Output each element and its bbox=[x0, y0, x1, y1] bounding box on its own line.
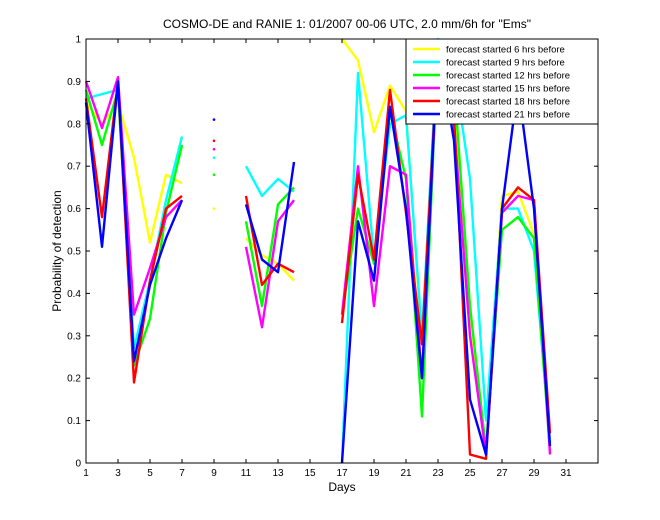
series-4-point bbox=[212, 147, 216, 151]
y-tick-label: 0.3 bbox=[67, 331, 81, 342]
x-tick-label: 5 bbox=[147, 468, 153, 479]
legend: forecast started 6 hrs before forecast st… bbox=[405, 38, 599, 125]
y-tick-label: 0.9 bbox=[67, 77, 81, 88]
legend-label: forecast started 12 hrs before bbox=[446, 71, 570, 82]
y-tick-label: 0 bbox=[75, 459, 81, 470]
y-tick-label: 0.4 bbox=[67, 289, 81, 300]
x-tick-label: 1 bbox=[83, 468, 89, 479]
x-ticks: 1 3 5 7 9 11 13 15 17 19 21 23 25 27 29 31 bbox=[83, 39, 572, 479]
legend-label: forecast started 9 hrs before bbox=[446, 58, 565, 69]
legend-label: forecast started 15 hrs before bbox=[446, 84, 570, 95]
chart-title: COSMO-DE and RANIE 1: 01/2007 00-06 UTC,… bbox=[163, 17, 531, 31]
x-tick-label: 27 bbox=[496, 468, 508, 479]
legend-label: forecast started 18 hrs before bbox=[446, 97, 570, 108]
x-tick-label: 3 bbox=[115, 468, 121, 479]
series-4-line bbox=[84, 75, 183, 316]
x-tick-label: 21 bbox=[400, 468, 412, 479]
y-tick-label: 0.2 bbox=[67, 374, 81, 385]
series-2-point bbox=[212, 156, 216, 159]
x-tick-label: 31 bbox=[560, 468, 572, 479]
series-1-line bbox=[85, 101, 183, 244]
x-tick-label: 29 bbox=[528, 468, 540, 479]
series-6-line bbox=[84, 80, 184, 363]
x-tick-label: 15 bbox=[304, 468, 316, 479]
x-tick-label: 11 bbox=[241, 468, 252, 479]
series-5-line bbox=[84, 80, 183, 384]
series-3-point bbox=[212, 173, 216, 176]
series-3-line bbox=[244, 186, 295, 308]
series-6-line bbox=[244, 161, 296, 274]
y-tick-label: 0.6 bbox=[67, 204, 81, 215]
x-tick-label: 25 bbox=[464, 468, 476, 479]
series-1-point bbox=[212, 207, 216, 210]
legend-label: forecast started 6 hrs before bbox=[446, 45, 565, 56]
y-tick-label: 0.7 bbox=[67, 162, 81, 173]
series-6-point bbox=[212, 118, 216, 121]
series-2-line bbox=[244, 165, 295, 198]
x-tick-label: 19 bbox=[368, 468, 380, 479]
series-5-point bbox=[212, 139, 216, 143]
y-ticks: 0 0.1 0.2 0.3 0.4 0.5 0.6 0.7 0.8 0.9 1 bbox=[67, 35, 598, 470]
legend-box bbox=[405, 38, 599, 125]
x-tick-label: 13 bbox=[272, 468, 284, 479]
x-tick-label: 17 bbox=[336, 468, 348, 479]
y-tick-label: 1 bbox=[75, 35, 81, 46]
x-tick-label: 23 bbox=[432, 468, 444, 479]
y-tick-label: 0.8 bbox=[67, 119, 81, 130]
y-tick-label: 0.5 bbox=[67, 247, 81, 258]
x-axis-label: Days bbox=[328, 480, 355, 494]
series-5-line bbox=[244, 195, 295, 287]
y-axis-label: Probability of detection bbox=[50, 190, 64, 311]
y-tick-label: 0.1 bbox=[67, 416, 81, 427]
x-tick-label: 9 bbox=[211, 468, 217, 479]
legend-label: forecast started 21 hrs before bbox=[446, 110, 570, 121]
x-tick-label: 7 bbox=[179, 468, 185, 479]
